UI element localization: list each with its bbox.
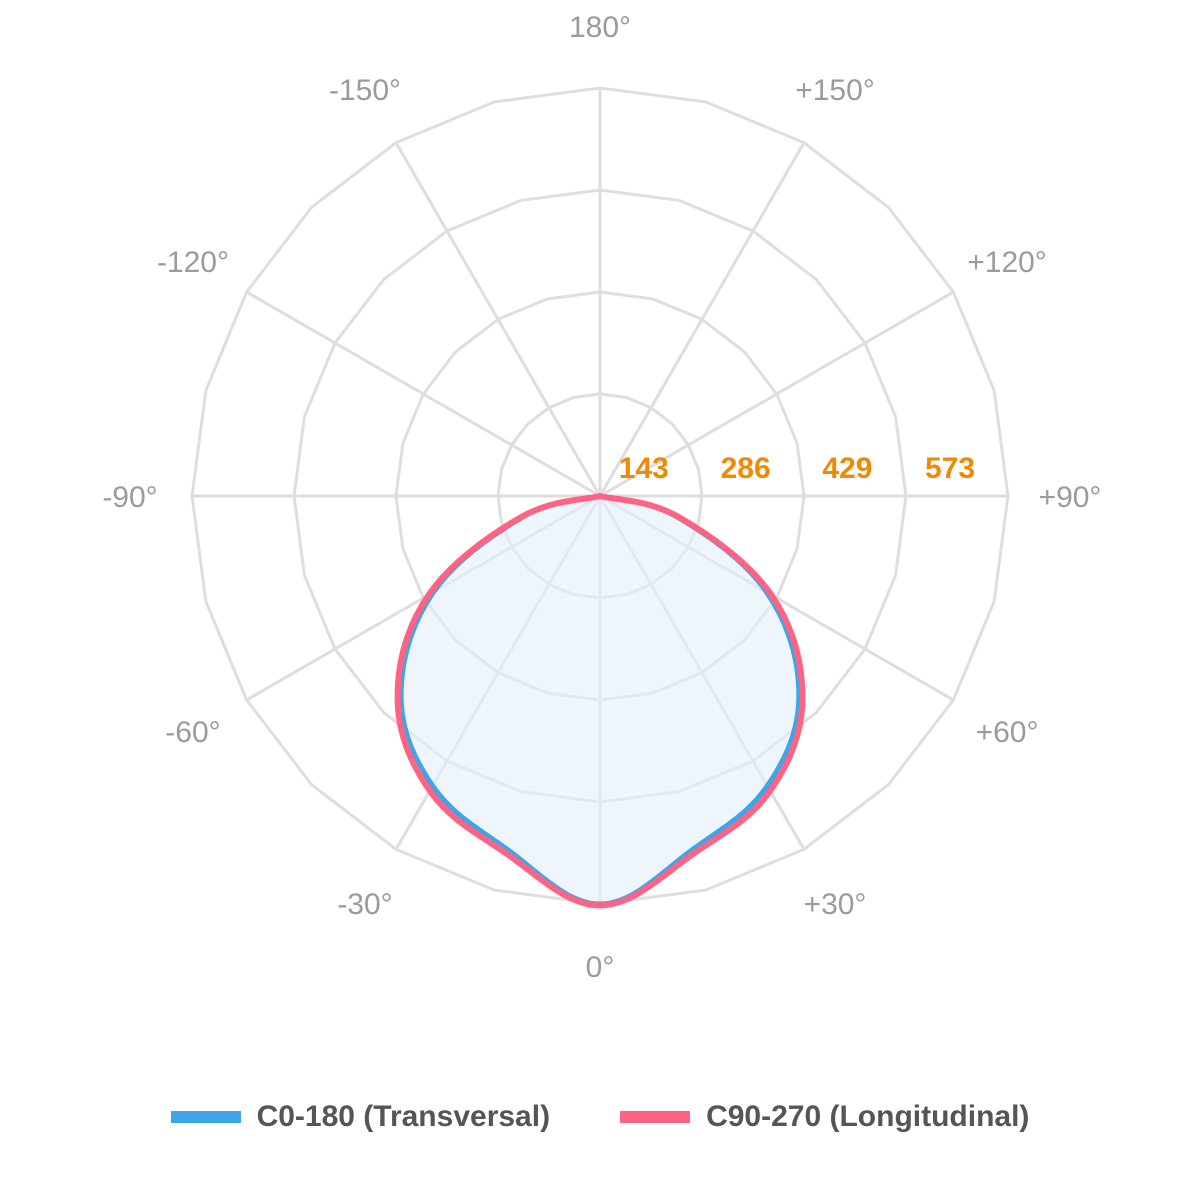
grid-spoke-150 (598, 141, 806, 497)
legend-label-longitudinal: C90-270 (Longitudinal) (706, 1100, 1030, 1133)
series-layer (394, 493, 806, 909)
radial-tick-label-3: 429 (822, 452, 872, 485)
angle-label-0: 0° (586, 951, 615, 984)
angle-label-120: +120° (967, 246, 1047, 279)
radial-tick-label-2: 286 (721, 452, 771, 485)
grid-spoke-240 (245, 290, 601, 498)
angle-label-minus150: -150° (329, 74, 401, 107)
angle-label-minus30: -30° (337, 888, 392, 921)
angle-label-minus120: -120° (157, 246, 229, 279)
angle-label-30: +30° (804, 888, 867, 921)
legend-swatch-longitudinal (620, 1111, 691, 1123)
radial-tick-label-4: 573 (925, 452, 975, 485)
series-line-longitudinal[interactable] (394, 493, 806, 909)
legend-item-longitudinal[interactable]: C90-270 (Longitudinal) (620, 1100, 1029, 1134)
label-layer: 0° +30° +60° +90° +120° +150° 180° -150° -120° -9… (102, 11, 1101, 984)
angle-label-minus60: -60° (165, 716, 220, 749)
legend-label-transversal: C0-180 (Transversal) (256, 1100, 551, 1133)
legend-swatch-transversal (170, 1111, 241, 1123)
radial-tick-label-1: 143 (619, 452, 669, 485)
grid-spoke-210 (394, 141, 602, 497)
angle-label-minus90: -90° (102, 481, 157, 514)
angle-label-180: 180° (569, 11, 631, 44)
grid-spoke-120 (599, 290, 955, 498)
angle-label-150: +150° (795, 74, 875, 107)
angle-label-60: +60° (976, 716, 1039, 749)
legend-item-transversal[interactable]: C0-180 (Transversal) (170, 1100, 551, 1134)
legend: C0-180 (Transversal) C90-270 (Longitudin… (0, 1100, 1200, 1134)
angle-label-90: +90° (1039, 481, 1102, 514)
